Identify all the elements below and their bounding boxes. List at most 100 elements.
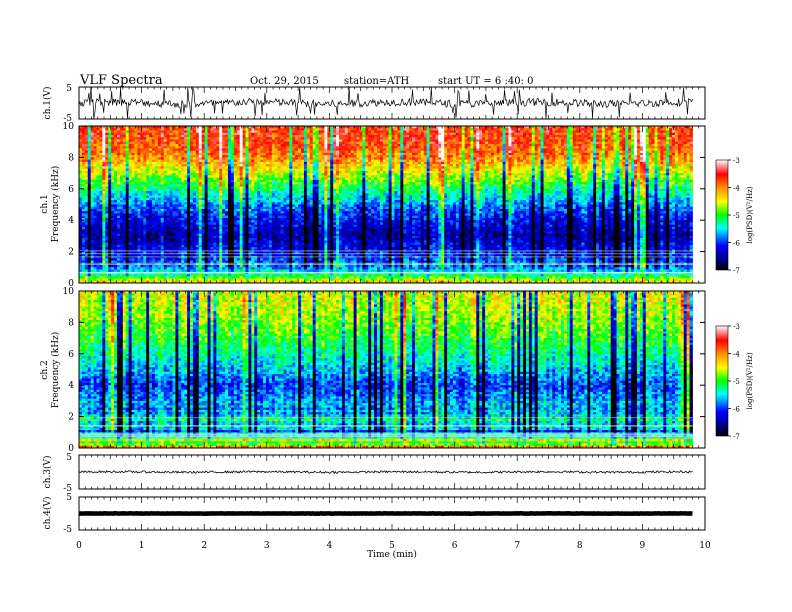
ch1-spectrogram-cell <box>272 160 275 163</box>
ch1-spectrogram-cell <box>167 128 170 131</box>
ch1-spectrogram-cell <box>129 144 132 147</box>
ch1-spectrogram-cell <box>678 169 681 172</box>
ch1-spectrogram-cell <box>415 128 418 131</box>
ch1-spectrogram-cell <box>403 175 406 178</box>
ch1-spectrogram-cell <box>397 144 400 147</box>
ch1-spectrogram-cell <box>254 128 257 131</box>
ch1-spectrogram-cell <box>500 153 503 156</box>
ch1-spectrogram-cell <box>321 169 324 172</box>
ch1-spectrogram-cell <box>143 160 146 163</box>
ch1-spectrogram-cell <box>359 153 362 156</box>
ch1-spectrogram-cell <box>628 175 631 178</box>
ch1-spectrogram-cell <box>605 160 608 163</box>
ch1-spectrogram-cell <box>158 137 161 140</box>
ch1-spectrogram-cell <box>275 137 278 140</box>
ch1-spectrogram-cell <box>497 175 500 178</box>
ch1-spectrogram-cell <box>137 153 140 156</box>
ch1-spectrogram-cell <box>666 160 669 163</box>
ch1-spectrogram-cell <box>637 137 640 140</box>
ch1-spectrogram-cell <box>581 128 584 131</box>
ch1-spectrogram-cell <box>543 160 546 163</box>
ch1-spectrogram-cell <box>222 169 225 172</box>
ch1-spectrogram-cell <box>660 160 663 163</box>
ch1-spectrogram-cell <box>135 128 138 131</box>
ch1-spectrogram-cell <box>380 137 383 140</box>
ch1-spectrogram-cell <box>339 153 342 156</box>
ch1-spectrogram-cell <box>418 175 421 178</box>
ch1-spectrogram-cell <box>146 144 149 147</box>
ch1-spectrogram-cell <box>491 160 494 163</box>
ch1-spectrogram-cell <box>374 175 377 178</box>
ch1-spectrogram-cell <box>681 128 684 131</box>
ch1-spectrogram-cell <box>213 160 216 163</box>
ch1-spectrogram-cell <box>351 137 354 140</box>
ch1-spectrogram-cell <box>470 144 473 147</box>
ch1-spectrogram-cell <box>412 144 415 147</box>
ch1-spectrogram-cell <box>541 144 544 147</box>
ch1-spectrogram-cell <box>424 153 427 156</box>
ch1-spectrogram-cell <box>383 137 386 140</box>
start-time-label: start UT = 6 :40: 0 <box>438 76 533 87</box>
ch1-spectrogram-cell <box>216 137 219 140</box>
ch1-spectrogram-cell <box>462 153 465 156</box>
ch1-spectrogram-cell <box>354 137 357 140</box>
ch1-spectrogram-cell <box>126 153 129 156</box>
ch1-spectrogram-cell <box>386 160 389 163</box>
ch1-spectrogram-cell <box>687 137 690 140</box>
ch1-spectrogram-cell <box>523 153 526 156</box>
ch1-spectrogram-cell <box>675 153 678 156</box>
ch1-spectrogram-cell <box>497 153 500 156</box>
ch1-spectrogram-cell <box>240 128 243 131</box>
ch1-spectrogram-cell <box>596 160 599 163</box>
ch1-spectrogram-cell <box>666 137 669 140</box>
ch1-spectrogram-cell <box>564 137 567 140</box>
ch1-spectrogram-cell <box>210 137 213 140</box>
ch1-spectrogram-cell <box>687 144 690 147</box>
ch1-spectrogram-cell <box>675 175 678 178</box>
ch1-spectrogram-cell <box>339 160 342 163</box>
ch1-spectrogram-cell <box>403 128 406 131</box>
ch1-spectrogram-cell <box>400 169 403 172</box>
ch1-spectrogram-cell <box>681 160 684 163</box>
ch1-spectrogram-cell <box>199 128 202 131</box>
ch1-spectrogram-cell <box>383 160 386 163</box>
ch1-spectrogram-cell <box>584 175 587 178</box>
figure-title: VLF Spectra <box>79 73 163 88</box>
ch1-spectrogram-cell <box>573 169 576 172</box>
ch1-spectrogram-cell <box>178 175 181 178</box>
ch1-spectrogram-cell <box>608 137 611 140</box>
ch1-spectrogram-cell <box>684 137 687 140</box>
ch1-spectrogram-cell <box>170 137 173 140</box>
ch1-spectrogram-cell <box>208 175 211 178</box>
ch1-spectrogram-cell <box>137 137 140 140</box>
ch1-spectrogram-cell <box>500 175 503 178</box>
ch1-spectrogram-cell <box>231 153 234 156</box>
ch1-spectrogram-cell <box>319 137 322 140</box>
ch1-spectrogram-cell <box>535 160 538 163</box>
ch1-spectrogram-cell <box>120 160 123 163</box>
ch1-spectrogram-cell <box>99 169 102 172</box>
ch1-spectrogram-cell <box>94 144 97 147</box>
ch1-spectrogram-cell <box>123 160 126 163</box>
ch1-spectrogram-cell <box>377 137 380 140</box>
ch1-spectrogram-cell <box>301 153 304 156</box>
ch1-spectrogram-cell <box>663 169 666 172</box>
ch1-spectrogram-cell <box>114 153 117 156</box>
ch1-spectrogram-cell <box>231 169 234 172</box>
ch1-spectrogram-cell <box>517 153 520 156</box>
ch1-spectrogram-cell <box>289 175 292 178</box>
ch1-spectrogram-cell <box>587 169 590 172</box>
ch1-spectrogram-cell <box>108 137 111 140</box>
ch1-spectrogram-cell <box>175 153 178 156</box>
ch1-spectrogram-cell <box>234 169 237 172</box>
ch1-spectrogram-cell <box>114 169 117 172</box>
ch1-spectrogram-cell <box>444 128 447 131</box>
ch1-spectrogram-cell <box>494 160 497 163</box>
ch1-spectrogram-cell <box>155 144 158 147</box>
ch1-spectrogram-cell <box>482 144 485 147</box>
ch1-spectrogram-cell <box>438 153 441 156</box>
ch1-spectrogram-cell <box>196 144 199 147</box>
ch1-spectrogram-cell <box>196 169 199 172</box>
ch1-spectrogram-cell <box>190 169 193 172</box>
ch1-spectrogram-cell <box>152 175 155 178</box>
